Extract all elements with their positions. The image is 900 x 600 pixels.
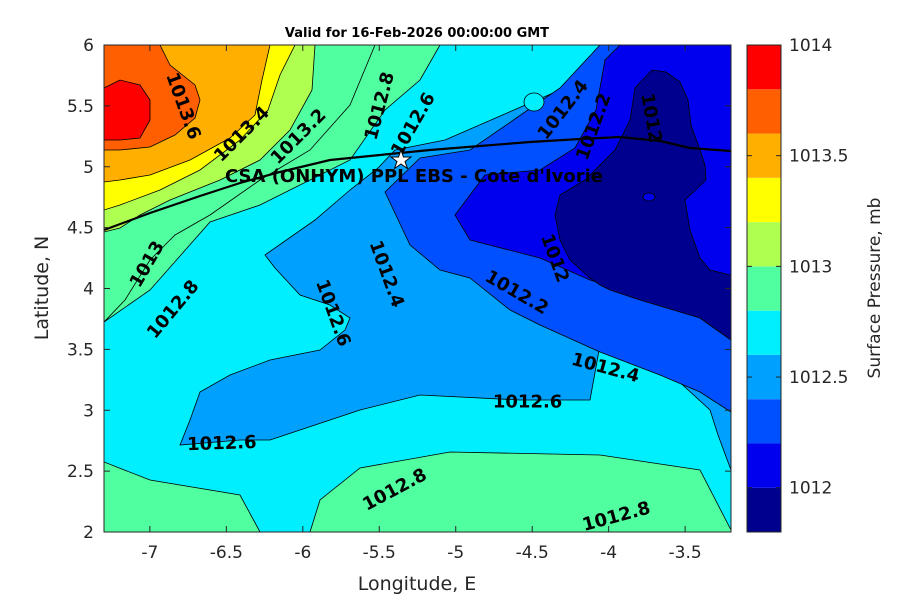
colorbar: 1012 1012.5 1013 1013.5 1014 bbox=[746, 36, 848, 533]
contour-fill-area bbox=[104, 45, 731, 532]
x-tick-label: -5.5 bbox=[363, 543, 396, 563]
y-tick-label: 4 bbox=[83, 280, 94, 300]
colorbar-segment bbox=[747, 443, 781, 488]
chart-title: Valid for 16-Feb-2026 00:00:00 GMT bbox=[285, 26, 549, 41]
x-tick-label: -3.5 bbox=[669, 543, 702, 563]
band-1012.6-island bbox=[523, 92, 545, 112]
colorbar-segment bbox=[747, 310, 781, 355]
x-axis-label: Longitude, E bbox=[358, 573, 477, 595]
x-axis: -7 -6.5 -6 -5.5 -5 -4.5 -4 -3.5 bbox=[141, 45, 702, 563]
station-marker: CSA (ONHYM) PPL EBS - Cote d'Ivorie bbox=[225, 148, 603, 187]
colorbar-tick-label: 1012.5 bbox=[789, 368, 848, 388]
x-tick-label: -4.5 bbox=[516, 543, 549, 563]
colorbar-tick-label: 1013.5 bbox=[789, 147, 848, 167]
colorbar-label: Surface Pressure, mb bbox=[865, 198, 885, 379]
x-tick-label: -5 bbox=[447, 543, 464, 563]
y-tick-label: 3.5 bbox=[67, 340, 94, 360]
x-tick-label: -6 bbox=[294, 543, 311, 563]
station-star-icon bbox=[389, 148, 413, 170]
colorbar-segment bbox=[747, 89, 781, 134]
colorbar-segment bbox=[747, 487, 781, 532]
colorbar-segment bbox=[747, 354, 781, 400]
y-tick-label: 6 bbox=[83, 36, 94, 56]
colorbar-tick-label: 1014 bbox=[789, 36, 832, 56]
colorbar-segment bbox=[747, 177, 781, 223]
contour-label: 1012.6 bbox=[187, 432, 257, 455]
x-tick-label: -4 bbox=[600, 543, 617, 563]
colorbar-segment bbox=[747, 45, 781, 90]
y-axis-label: Latitude, N bbox=[31, 236, 53, 341]
colorbar-segment bbox=[747, 399, 781, 444]
colorbar-tick-label: 1013 bbox=[789, 257, 832, 277]
y-tick-label: 5.5 bbox=[67, 97, 94, 117]
y-tick-label: 4.5 bbox=[67, 219, 94, 239]
colorbar-segment bbox=[747, 133, 781, 178]
colorbar-frame bbox=[746, 44, 782, 533]
coastline bbox=[104, 135, 731, 232]
y-tick-label: 2 bbox=[83, 523, 94, 543]
x-tick-label: -6.5 bbox=[210, 543, 243, 563]
colorbar-tick-label: 1012 bbox=[789, 479, 832, 499]
station-label: CSA (ONHYM) PPL EBS - Cote d'Ivorie bbox=[225, 166, 603, 187]
y-tick-label: 3 bbox=[83, 401, 94, 421]
contour-label: 1012.6 bbox=[493, 392, 562, 413]
band-1011.8 bbox=[554, 69, 731, 341]
colorbar-segment bbox=[747, 222, 781, 267]
y-tick-label: 5 bbox=[83, 158, 94, 178]
y-tick-label: 2.5 bbox=[67, 462, 94, 482]
colorbar-segment bbox=[747, 266, 781, 311]
x-tick-label: -7 bbox=[141, 543, 158, 563]
band-1012-island bbox=[642, 192, 656, 202]
band-1013.8 bbox=[104, 79, 151, 141]
y-axis: 2 2.5 3 3.5 4 4.5 5 5.5 6 bbox=[67, 36, 731, 543]
